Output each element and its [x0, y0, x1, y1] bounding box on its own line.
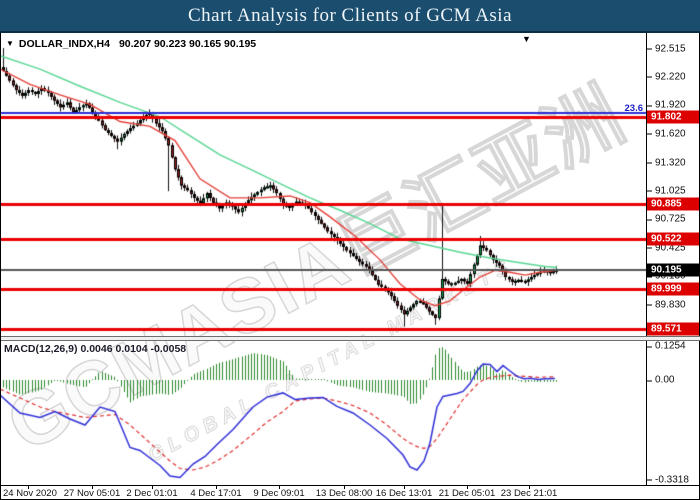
symbol-dropdown-icon[interactable]: ▼ [6, 39, 14, 48]
macd-values: 0.0046 0.0104 -0.0058 [80, 343, 187, 355]
pane-splitter[interactable] [0, 336, 700, 341]
price-axis-tick-label: 92.515 [646, 43, 686, 54]
time-axis-label: 4 Dec 17:01 [190, 488, 242, 499]
time-axis-tick [279, 485, 280, 489]
time-axis-tick [152, 485, 153, 489]
time-axis-tick [467, 485, 468, 489]
price-axis-border [646, 33, 647, 485]
time-axis-label: 2 Dec 01:01 [126, 488, 178, 499]
time-axis-label: 24 Nov 2020 [3, 488, 57, 499]
price-axis-tick-label: 90.725 [646, 214, 686, 225]
price-level-badge: 91.802 [647, 110, 699, 124]
time-axis-tick [92, 485, 93, 489]
macd-axis-tick-label: 0.1254 [646, 341, 686, 352]
time-axis-label: 21 Dec 05:01 [438, 488, 496, 499]
time-axis-tick [216, 485, 217, 489]
price-level-badge: 90.522 [647, 232, 699, 246]
ohlc-values: 90.207 90.223 90.165 90.195 [118, 37, 257, 50]
symbol-header: ▼ DOLLAR_INDX,H4 90.207 90.223 90.165 90… [6, 37, 256, 50]
time-axis-label: 27 Nov 05:01 [63, 488, 121, 499]
price-level-badge: 90.885 [647, 197, 699, 211]
macd-indicator-canvas[interactable] [0, 341, 646, 485]
macd-axis-tick-label: -0.3318 [646, 474, 689, 485]
price-axis-tick-label: 91.025 [646, 185, 686, 196]
time-axis-tick [529, 485, 530, 489]
time-axis-tick [404, 485, 405, 489]
macd-header: MACD(12,26,9) 0.0046 0.0104 -0.0058 [4, 343, 186, 355]
title-bar: Chart Analysis for Clients of GCM Asia [0, 0, 700, 33]
chart-left-border [0, 33, 1, 485]
time-axis-label: 23 Dec 21:01 [500, 488, 558, 499]
time-axis-border [0, 485, 700, 486]
price-axis-tick-label: 91.620 [646, 128, 686, 139]
price-axis-tick-label: 91.920 [646, 100, 686, 111]
time-axis-label: 16 Dec 13:01 [375, 488, 433, 499]
price-axis-tick-label: 91.320 [646, 157, 686, 168]
time-axis-label: 13 Dec 08:00 [315, 488, 373, 499]
macd-axis-tick-label: 0.00 [646, 375, 674, 386]
time-axis-label: 9 Dec 09:01 [253, 488, 305, 499]
macd-name: MACD(12,26,9) [4, 343, 78, 355]
time-axis-tick [28, 485, 29, 489]
time-axis-tick [344, 485, 345, 489]
current-price-badge: 90.195 [647, 263, 699, 277]
page-title: Chart Analysis for Clients of GCM Asia [187, 4, 513, 26]
fibonacci-level-label: 23.6 [624, 103, 644, 114]
symbol-name: DOLLAR_INDX,H4 [18, 37, 110, 50]
price-axis-tick-label: 92.220 [646, 71, 686, 82]
chart-shift-marker-icon[interactable]: ▼ [522, 34, 531, 44]
price-axis-tick-label: 90.425 [646, 242, 686, 253]
price-level-badge: 89.999 [647, 282, 699, 296]
price-level-badge: 89.571 [647, 322, 699, 336]
price-axis-tick-label: 89.830 [646, 299, 686, 310]
price-chart-canvas[interactable] [0, 33, 646, 336]
